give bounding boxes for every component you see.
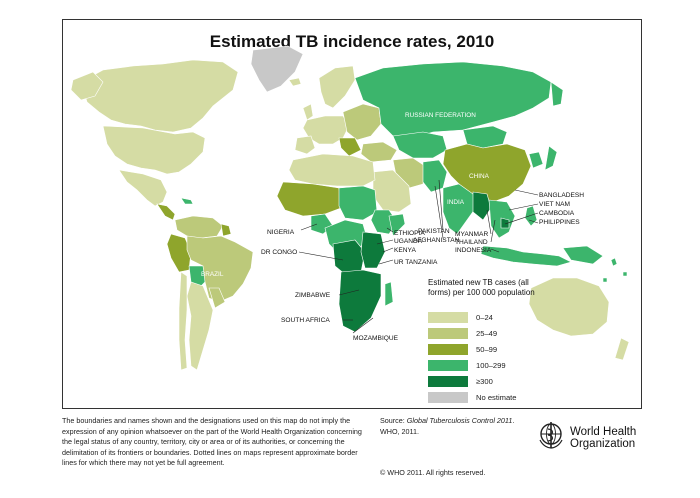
region-indonesia	[480, 245, 572, 267]
map-frame: Estimated TB incidence rates, 2010	[62, 19, 642, 409]
legend-label: 0–24	[476, 313, 493, 322]
label-brazil: BRAZIL	[201, 271, 224, 278]
label-ur-tanzania: UR TANZANIA	[394, 259, 438, 266]
legend-swatch	[428, 328, 468, 339]
region-argentina	[186, 281, 214, 371]
region-eastern-europe	[342, 103, 382, 141]
label-india: INDIA	[447, 199, 465, 206]
legend-swatch	[428, 376, 468, 387]
legend-title: Estimated new TB cases (all forms) per 1…	[428, 278, 535, 297]
label-bangladesh: BANGLADESH	[539, 192, 584, 199]
label-myanmar: MYANMAR	[455, 231, 488, 238]
region-uk-iceland	[288, 77, 314, 121]
region-kamchatka	[550, 81, 564, 107]
copyright-text: © WHO 2011. All rights reserved.	[380, 468, 486, 477]
region-western-europe	[302, 115, 350, 145]
region-greenland	[250, 45, 304, 93]
label-ethiopia: ETHIOPIA	[394, 230, 425, 237]
region-philippines	[524, 205, 538, 227]
region-bangladesh-myanmar	[472, 191, 492, 221]
label-south-africa: SOUTH AFRICA	[281, 317, 330, 324]
map-title: Estimated TB incidence rates, 2010	[209, 32, 495, 51]
region-east-africa	[360, 231, 386, 269]
legend-swatch	[428, 312, 468, 323]
region-canada	[80, 59, 239, 133]
region-horn	[388, 213, 406, 237]
region-kazakhstan	[392, 131, 448, 159]
region-india	[442, 183, 478, 235]
region-pacific-islands	[602, 257, 628, 283]
region-madagascar	[384, 281, 394, 307]
label-pakistan: PAKISTAN	[418, 228, 450, 235]
label-thailand: THAILAND	[455, 239, 488, 246]
region-guyanas	[220, 223, 232, 237]
region-scandinavia	[318, 65, 356, 109]
region-mexico	[118, 169, 168, 207]
label-afghanistan: AFGHANISTAN	[413, 237, 460, 244]
region-korea-japan	[528, 145, 558, 171]
label-zimbabwe: ZIMBABWE	[295, 292, 331, 299]
region-west-africa-sahel	[276, 181, 342, 217]
region-caribbean	[180, 197, 194, 205]
label-russian-federation: RUSSIAN FEDERATION	[405, 112, 476, 119]
region-colombia-venezuela	[174, 215, 224, 239]
region-usa	[102, 125, 206, 175]
label-dr-congo: DR CONGO	[261, 249, 297, 256]
region-southern-africa	[338, 269, 382, 333]
source-prefix: Source:	[380, 416, 407, 425]
source-title: Global Tuberculosis Control 2011	[406, 416, 513, 425]
disclaimer-text: The boundaries and names shown and the d…	[62, 416, 362, 468]
region-turkey-caucasus	[360, 141, 398, 163]
region-chile	[178, 271, 188, 371]
region-brazil	[186, 235, 254, 303]
label-uganda: UGANDA	[394, 238, 423, 245]
legend-label: 25–49	[476, 329, 498, 338]
label-china: CHINA	[469, 173, 490, 180]
region-sudan-chad	[338, 185, 378, 221]
legend-swatch	[428, 392, 468, 403]
label-mozambique: MOZAMBIQUE	[353, 335, 399, 342]
label-viet-nam: VIET NAM	[539, 201, 570, 208]
region-cambodia	[500, 217, 510, 229]
region-paraguay-uruguay	[208, 287, 226, 309]
who-name: World Health Organization	[570, 426, 637, 450]
legend-label: ≥300	[476, 377, 493, 386]
region-russia	[354, 61, 552, 139]
source-suffix: . WHO, 2011.	[380, 416, 515, 436]
region-papua	[562, 245, 604, 265]
region-central-america	[156, 203, 176, 221]
legend-label: 100–299	[476, 361, 506, 370]
legend-swatch	[428, 360, 468, 371]
label-nigeria: NIGERIA	[267, 229, 295, 236]
region-australia	[528, 277, 610, 337]
who-emblem-icon	[539, 422, 563, 449]
region-balkans	[338, 137, 362, 157]
legend-label: 50–99	[476, 345, 498, 354]
legend-label: No estimate	[476, 393, 517, 402]
legend: Estimated new TB cases (all forms) per 1…	[428, 278, 618, 403]
legend-swatch	[428, 344, 468, 355]
region-iberia	[294, 135, 316, 155]
region-peru-ecuador	[166, 233, 192, 273]
label-philippines: PHILIPPINES	[539, 219, 580, 226]
source-text: Source: Global Tuberculosis Control 2011…	[380, 416, 520, 437]
world-map: RUSSIAN FEDERATION CHINA INDIA BRAZIL BA…	[70, 45, 630, 371]
region-alaska	[70, 71, 104, 101]
label-indonesia: INDONESIA	[455, 247, 492, 254]
region-north-africa	[288, 153, 376, 187]
label-kenya: KENYA	[394, 247, 416, 254]
label-cambodia: CAMBODIA	[539, 210, 575, 217]
region-new-zealand	[614, 337, 630, 361]
